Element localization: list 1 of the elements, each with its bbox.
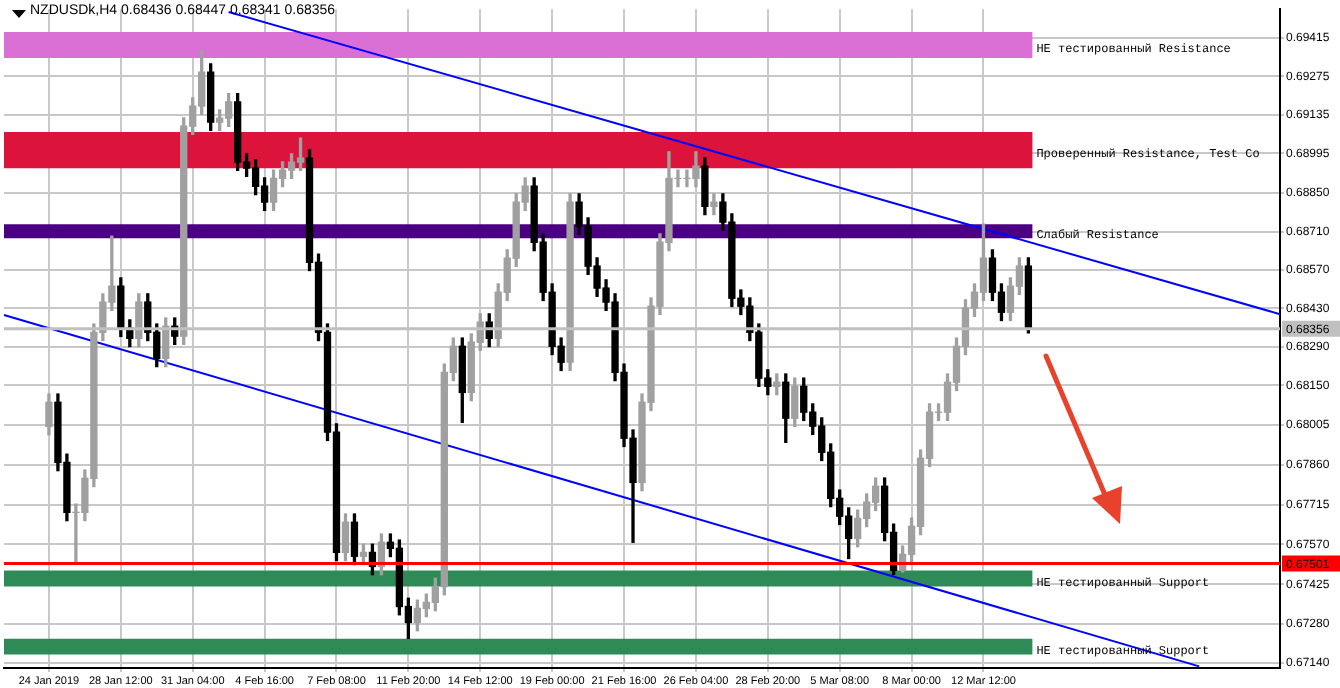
candlestick [710, 193, 718, 216]
